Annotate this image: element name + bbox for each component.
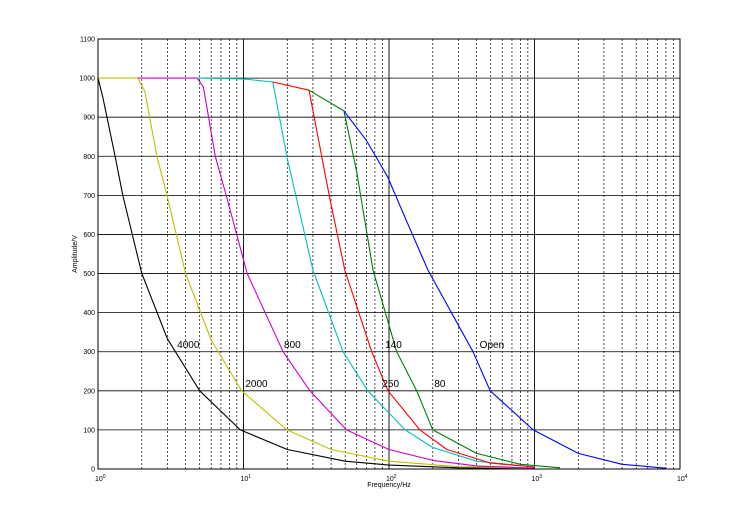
x-tick-base: 10 xyxy=(532,476,540,483)
x-tick-base: 10 xyxy=(95,476,103,483)
curves xyxy=(97,77,666,470)
x-tick-base: 10 xyxy=(677,476,685,483)
curve-label: 140 xyxy=(385,340,402,351)
series-line-4 xyxy=(272,81,535,468)
x-tick-label: 104 xyxy=(677,474,688,483)
x-tick-exponent: 3 xyxy=(539,474,542,480)
series-line-5 xyxy=(308,89,561,469)
y-tick-label: 100 xyxy=(83,427,95,434)
curve-label: 800 xyxy=(284,340,301,351)
x-tick-exponent: 0 xyxy=(103,474,106,480)
y-tick-label: 900 xyxy=(83,115,95,122)
curve-label: Open xyxy=(480,340,504,351)
series-line-0 xyxy=(97,77,535,470)
y-tick-label: 1100 xyxy=(80,37,95,44)
y-tick-label: 200 xyxy=(83,388,95,395)
plot-frame xyxy=(97,38,681,470)
x-tick-base: 10 xyxy=(241,476,249,483)
x-tick-label: 103 xyxy=(532,474,543,483)
curve-label: 4000 xyxy=(177,340,200,351)
y-tick-labels: 0 100 200 300 400 500 600 700 800 900 1000 1100 xyxy=(79,37,95,474)
x-tick-label: 100 xyxy=(95,474,106,483)
x-tick-exponent: 4 xyxy=(685,474,688,480)
y-tick-label: 0 xyxy=(91,467,95,474)
annotations: 4000 800 140 Open 2000 250 80 xyxy=(177,340,504,390)
x-tick-label: 102 xyxy=(386,474,397,483)
x-tick-base: 10 xyxy=(386,476,394,483)
y-tick-label: 300 xyxy=(83,349,95,356)
y-axis-label: Amplitude/V xyxy=(72,235,79,273)
y-tick-label: 400 xyxy=(83,310,95,317)
x-tick-label: 101 xyxy=(241,474,252,483)
x-tick-exponent: 2 xyxy=(394,474,397,480)
y-tick-label: 700 xyxy=(83,193,95,200)
y-tick-label: 600 xyxy=(83,232,95,239)
y-tick-label: 800 xyxy=(83,154,95,161)
x-tick-labels: 100 101 102 103 104 xyxy=(95,474,688,483)
series-line-3 xyxy=(197,77,535,468)
series-line-6 xyxy=(343,110,666,469)
curve-label: 2000 xyxy=(245,379,268,390)
y-tick-label: 500 xyxy=(83,271,95,278)
y-tick-label: 1000 xyxy=(79,76,95,83)
x-axis-label: Frequency/Hz xyxy=(367,482,411,489)
curve-label: 80 xyxy=(434,379,446,390)
series-line-2 xyxy=(137,77,535,469)
grid xyxy=(97,38,680,470)
x-tick-exponent: 1 xyxy=(248,474,251,480)
curve-label: 250 xyxy=(382,379,399,390)
series-line-1 xyxy=(98,77,535,469)
